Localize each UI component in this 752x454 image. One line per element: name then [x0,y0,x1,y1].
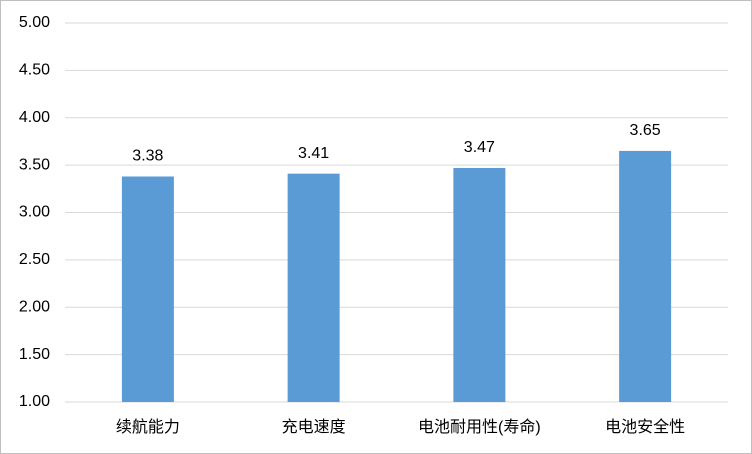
x-tick-label: 充电速度 [282,418,346,436]
y-tick-label: 2.00 [19,298,50,315]
y-tick-label: 3.00 [19,204,50,221]
x-tick-label: 续航能力 [116,418,180,436]
y-tick-label: 2.50 [19,251,50,268]
bar [453,167,506,402]
data-label: 3.47 [464,139,495,156]
y-tick-label: 1.00 [19,393,50,410]
x-tick-label: 电池安全性 [605,418,685,436]
bar [121,176,174,402]
y-tick-label: 1.50 [19,346,50,363]
data-label: 3.65 [630,122,661,139]
x-tick-label: 电池耐用性(寿命) [418,418,541,436]
y-tick-label: 4.50 [19,62,50,79]
bar [619,150,672,402]
data-label: 3.41 [298,145,329,162]
data-label: 3.38 [132,148,163,165]
y-tick-label: 4.00 [19,109,50,126]
bar [287,173,340,402]
y-tick-label: 5.00 [19,14,50,31]
y-tick-label: 3.50 [19,156,50,173]
